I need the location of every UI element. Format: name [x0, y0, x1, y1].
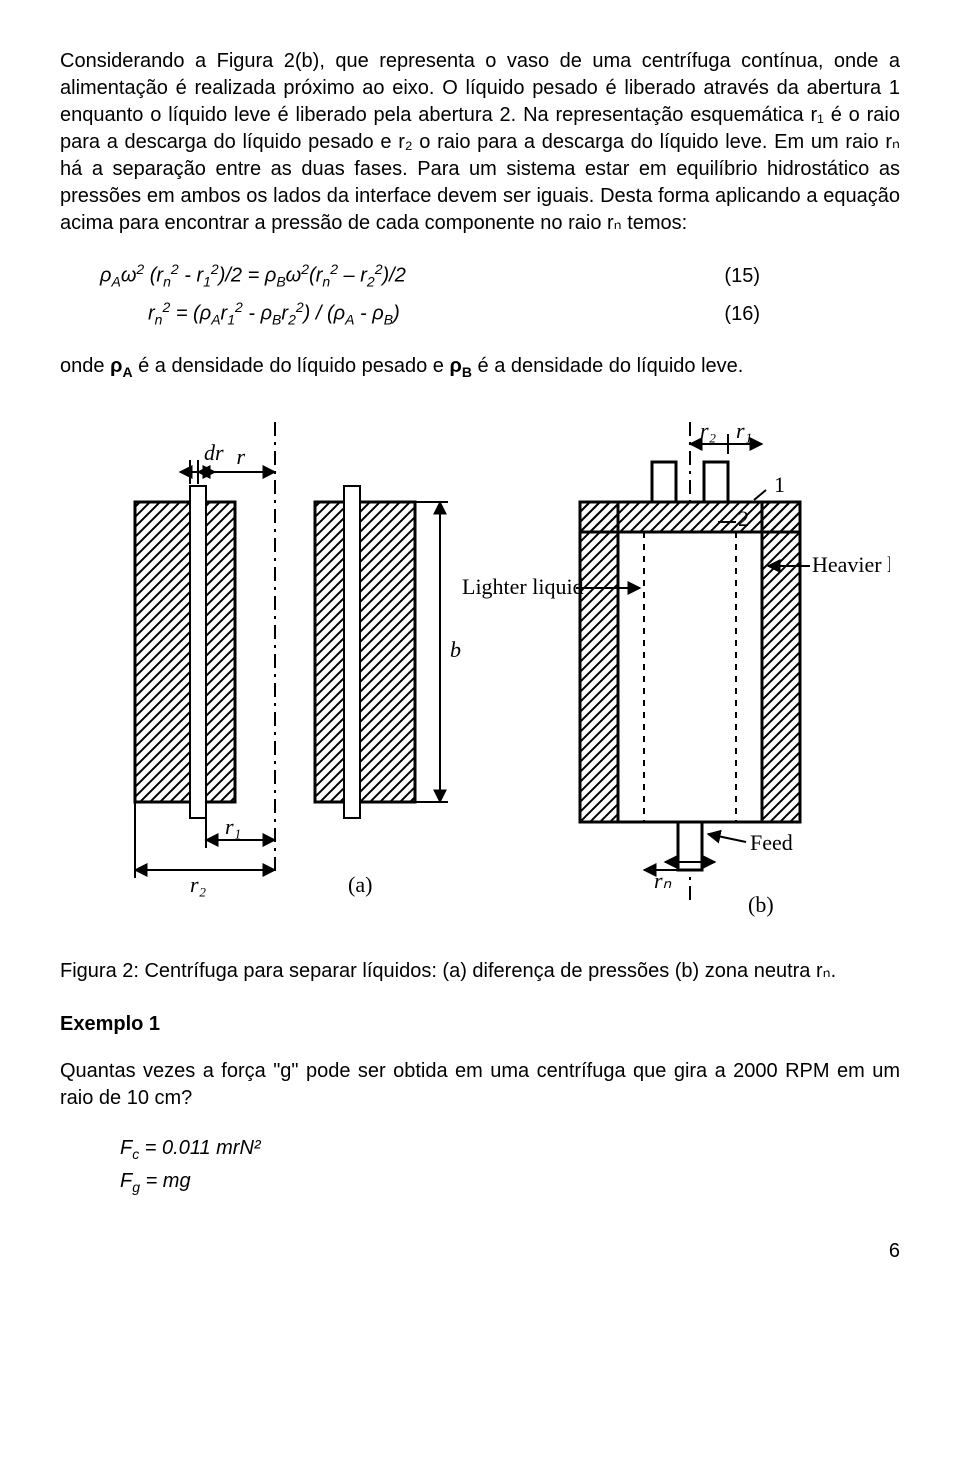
post-equation-paragraph: onde ρA é a densidade do líquido pesado …	[60, 353, 900, 382]
figure-b-rn-label: rₙ	[654, 868, 672, 893]
figure-b-outlet1-label: 1	[774, 472, 785, 497]
figure-b-r2-label: r₂	[700, 418, 717, 443]
equation-block: ρAω2 (rn2 - r12)/2 = ρBω2(rn2 – r22)/2 (…	[100, 257, 900, 333]
figure-b-feed-label: Feed	[750, 830, 793, 855]
equation-16: rn2 = (ρAr12 - ρBr22) / (ρA - ρB) (16)	[100, 295, 900, 333]
equation-number-16: (16)	[724, 296, 900, 332]
figure-b-r1-label: r₁	[736, 418, 752, 443]
figure-a-dr-label: dr	[204, 440, 224, 465]
figure-b-outlet2-label: 2	[738, 506, 749, 531]
figure-a-r2-label: r₂	[190, 872, 207, 897]
figure-b-sub-label: (b)	[748, 892, 774, 917]
equation-number-15: (15)	[724, 258, 900, 294]
body-paragraph: Considerando a Figura 2(b), que represen…	[60, 48, 900, 237]
page-number: 6	[60, 1238, 900, 1265]
example-equations: Fc = 0.011 mrN² Fg = mg	[120, 1132, 900, 1199]
figure-a-b-label: b	[450, 637, 461, 662]
figure-a-r-label: r	[236, 444, 245, 469]
figure-2-caption: Figura 2: Centrífuga para separar líquid…	[60, 958, 900, 985]
figure-b-lighter-label: Lighter liquid	[462, 574, 584, 599]
example-heading: Exemplo 1	[60, 1011, 900, 1038]
figure-a-r1-label: r₁	[225, 814, 241, 839]
figure-a-sub-label: (a)	[348, 872, 372, 897]
figure-2-svg: r dr b r₁ r₂ (a)	[70, 402, 890, 922]
figure-b-heavier-label: Heavier liquid	[812, 552, 890, 577]
figure-2: r dr b r₁ r₂ (a)	[60, 402, 900, 930]
equation-15: ρAω2 (rn2 - r12)/2 = ρBω2(rn2 – r22)/2 (…	[100, 257, 900, 295]
example-question: Quantas vezes a força "g" pode ser obtid…	[60, 1058, 900, 1112]
